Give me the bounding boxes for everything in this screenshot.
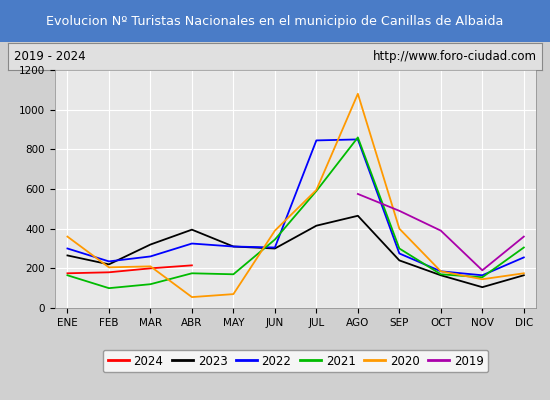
Text: http://www.foro-ciudad.com: http://www.foro-ciudad.com [372,50,536,63]
Legend: 2024, 2023, 2022, 2021, 2020, 2019: 2024, 2023, 2022, 2021, 2020, 2019 [103,350,488,372]
Text: Evolucion Nº Turistas Nacionales en el municipio de Canillas de Albaida: Evolucion Nº Turistas Nacionales en el m… [46,14,504,28]
Text: 2019 - 2024: 2019 - 2024 [14,50,85,63]
